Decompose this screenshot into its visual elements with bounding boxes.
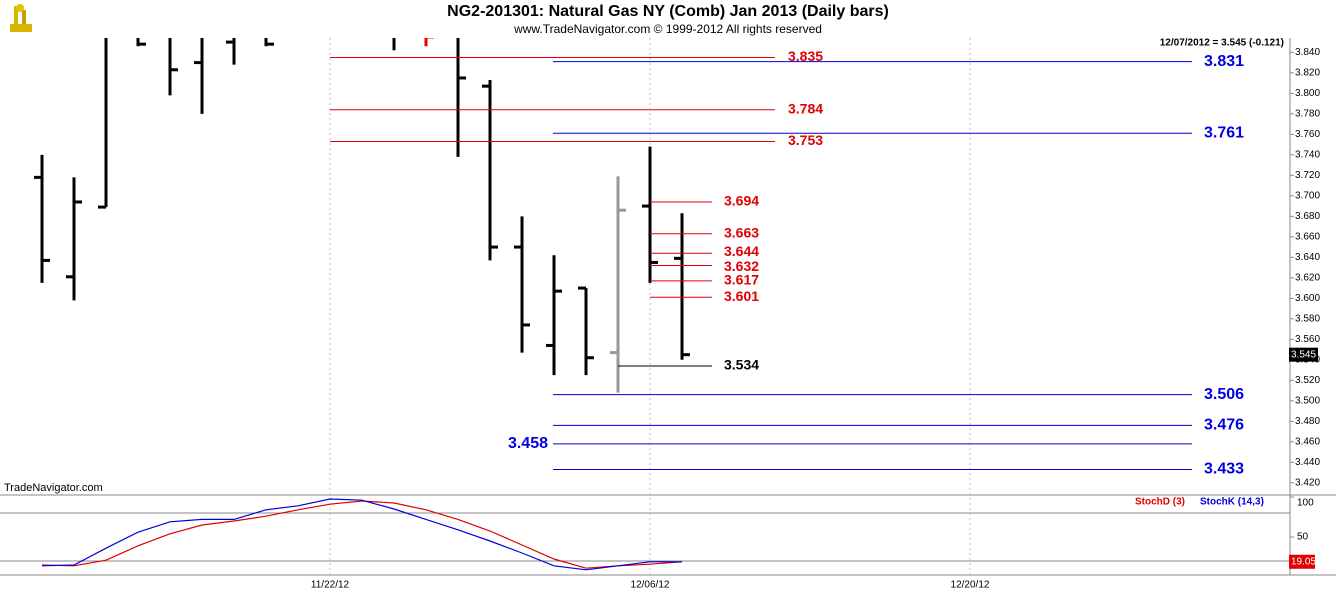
y-tick-label: 3.660	[1295, 231, 1320, 242]
x-tick-label: 12/20/12	[951, 580, 990, 591]
last-value-tag	[1289, 554, 1315, 569]
y-tick-label: 3.500	[1295, 395, 1320, 406]
y-tick-label: 100	[1297, 498, 1314, 509]
y-tick-label: 3.700	[1295, 190, 1320, 201]
y-tick-label: 3.560	[1295, 334, 1320, 345]
y-tick-label: 3.600	[1295, 293, 1320, 304]
watermark: TradeNavigator.com	[4, 482, 103, 494]
last-bar-header: 12/07/2012 = 3.545 (-0.121)	[1160, 38, 1284, 49]
last-price-label: 3.545	[1291, 349, 1316, 360]
level-label: 3.601	[724, 288, 759, 304]
y-tick-label: 3.820	[1295, 67, 1320, 78]
y-tick-label: 3.740	[1295, 149, 1320, 160]
y-tick-label: 3.460	[1295, 436, 1320, 447]
chart-title: NG2-201301: Natural Gas NY (Comb) Jan 20…	[447, 3, 889, 20]
level-label: 3.694	[724, 193, 759, 209]
stoch-line	[41, 500, 683, 569]
chart-subtitle: www.TradeNavigator.com © 1999-2012 All r…	[513, 22, 822, 36]
level-label: 3.761	[1204, 125, 1244, 142]
y-tick-label: 3.580	[1295, 313, 1320, 324]
y-tick-label: 3.620	[1295, 272, 1320, 283]
y-tick-label: 3.800	[1295, 88, 1320, 99]
level-label: 3.632	[724, 258, 759, 274]
price-bars	[34, 38, 690, 393]
y-tick-label: 3.440	[1295, 457, 1320, 468]
level-label: 3.644	[724, 243, 759, 259]
logo	[10, 4, 32, 32]
level-label: 3.663	[724, 224, 759, 240]
y-tick-label: 3.840	[1295, 47, 1320, 58]
legend-entry: StochD (3)	[1135, 497, 1185, 508]
x-tick-label: 11/22/12	[311, 580, 350, 591]
level-label: 3.831	[1204, 53, 1244, 70]
y-tick-label: 3.420	[1295, 477, 1320, 488]
level-label: 3.784	[788, 100, 823, 116]
y-tick-label: 3.760	[1295, 129, 1320, 140]
level-label: 3.534	[724, 357, 759, 373]
level-label: 3.458	[508, 435, 548, 452]
y-tick-label: 50	[1297, 532, 1309, 543]
level-label: 3.617	[724, 272, 759, 288]
legend-entry: StochK (14,3)	[1200, 497, 1264, 508]
x-tick-label: 12/06/12	[631, 580, 670, 591]
level-label: 3.753	[788, 132, 823, 148]
last-price-tag	[1289, 347, 1318, 362]
stoch-line	[41, 498, 682, 571]
y-tick-label: 3.480	[1295, 416, 1320, 427]
y-tick-label: 3.520	[1295, 375, 1320, 386]
level-label: 3.433	[1204, 461, 1244, 478]
y-tick-label: 3.780	[1295, 108, 1320, 119]
y-tick-label: 3.720	[1295, 170, 1320, 181]
level-label: 3.835	[788, 48, 823, 64]
stoch-lines	[41, 498, 683, 571]
y-tick-label: 3.680	[1295, 211, 1320, 222]
last-value-label: 19.05	[1291, 556, 1316, 567]
level-label: 3.506	[1204, 386, 1244, 403]
y-tick-label: 3.640	[1295, 252, 1320, 263]
level-label: 3.476	[1204, 417, 1244, 434]
